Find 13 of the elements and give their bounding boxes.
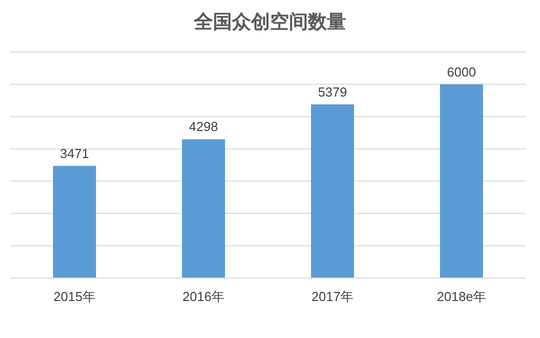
x-tick-label: 2015年 xyxy=(54,289,96,304)
data-label: 5379 xyxy=(318,84,347,100)
bar xyxy=(311,104,354,278)
data-label: 4298 xyxy=(189,119,218,134)
bar xyxy=(182,139,225,278)
x-tick-label: 2018e年 xyxy=(436,289,486,304)
bar xyxy=(440,84,483,278)
data-label: 3471 xyxy=(60,146,89,161)
x-tick-label: 2017年 xyxy=(312,289,354,304)
bar xyxy=(53,166,96,278)
chart-title: 全国众创空间数量 xyxy=(192,10,347,35)
x-tick-label: 2016年 xyxy=(182,289,224,304)
data-label: 6000 xyxy=(447,64,476,80)
